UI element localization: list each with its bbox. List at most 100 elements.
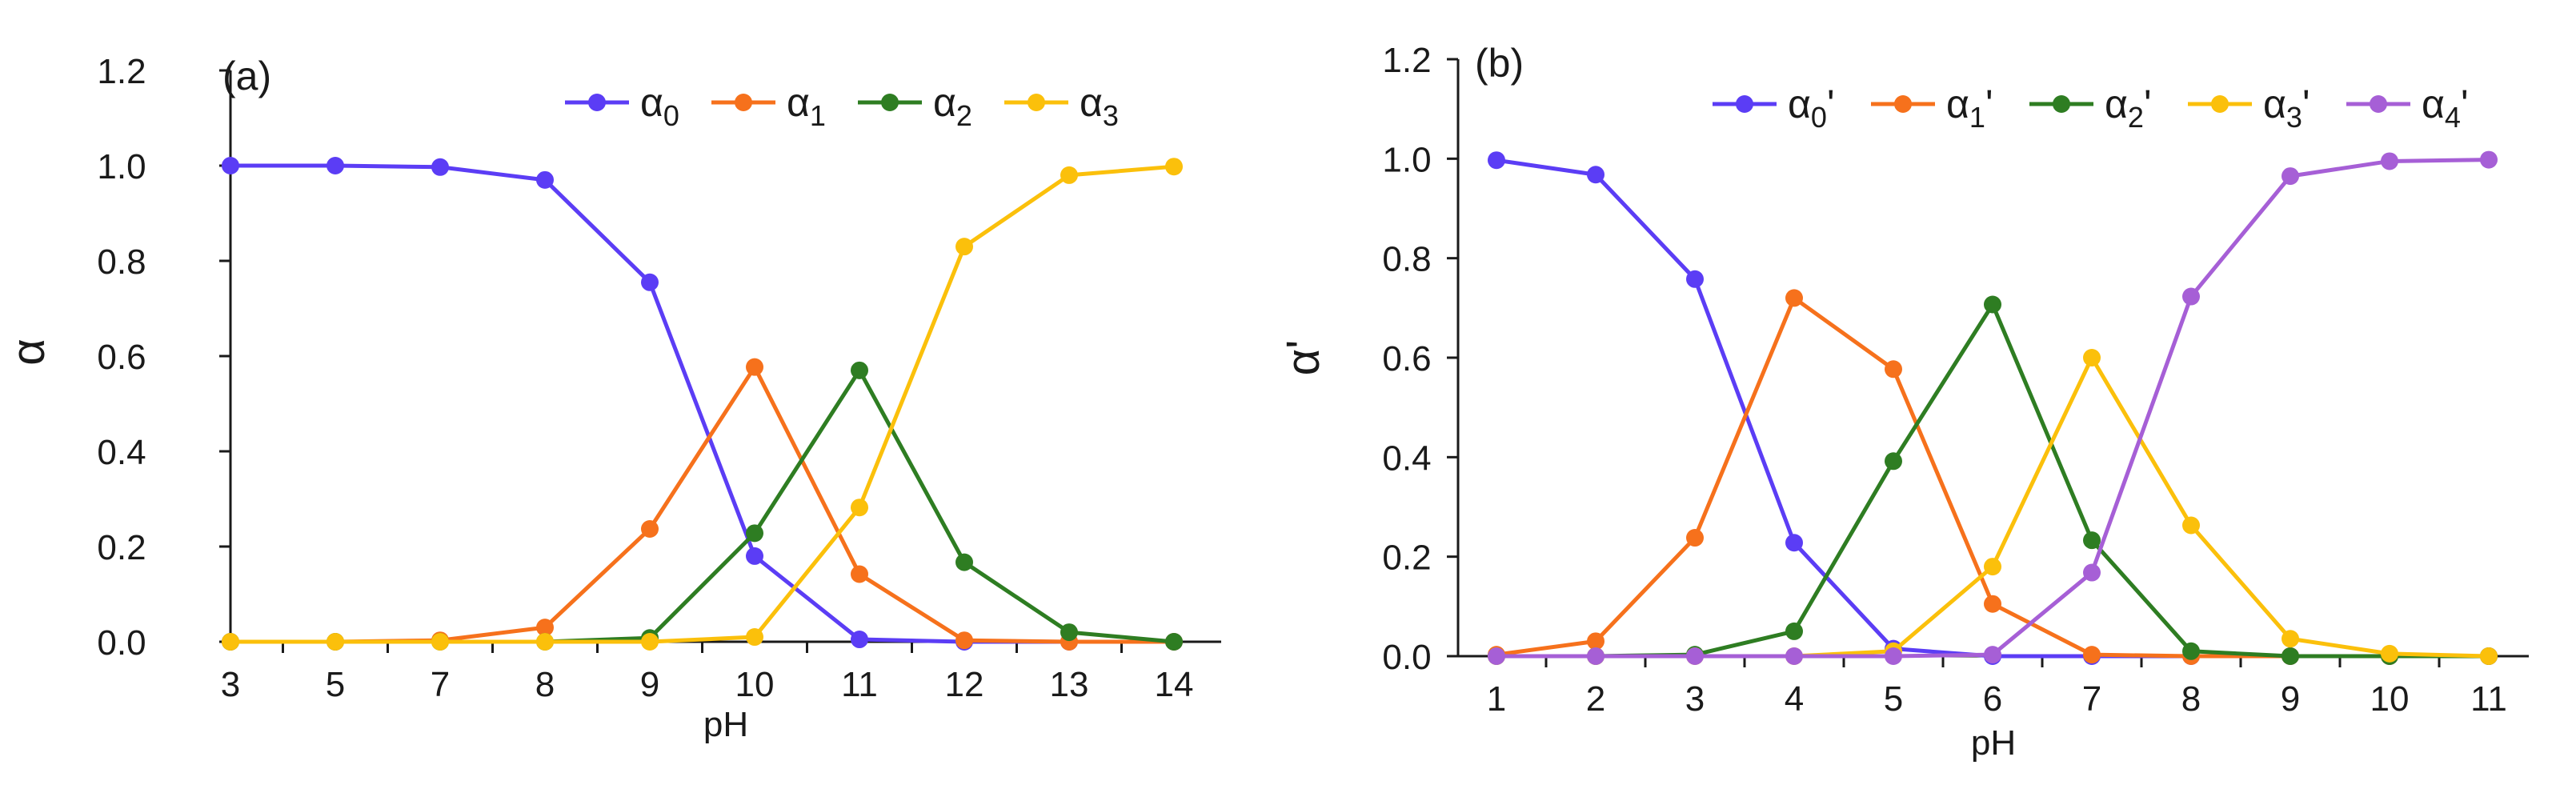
- legend-label: α3: [1080, 80, 1119, 132]
- data-point: [1165, 158, 1183, 176]
- legend-label-subscript: 3: [2286, 101, 2302, 134]
- legend-swatch-marker: [1736, 95, 1753, 113]
- data-point: [2381, 152, 2398, 170]
- data-point: [2182, 287, 2200, 306]
- legend-label-symbol: α: [640, 80, 663, 125]
- data-point: [641, 273, 659, 291]
- data-point: [851, 499, 868, 517]
- data-point: [1686, 270, 1704, 288]
- legend-label: α2': [2105, 82, 2151, 134]
- legend-label: α2: [933, 80, 972, 132]
- legend-swatch-marker: [735, 94, 752, 111]
- x-tick-label: 14: [1155, 665, 1194, 704]
- y-tick-label: 1.2: [1382, 41, 1431, 80]
- legend-label-prime: ': [2302, 82, 2310, 126]
- data-point: [1984, 295, 2001, 314]
- data-point: [327, 157, 344, 174]
- data-point: [1885, 647, 1902, 665]
- series-line: [230, 368, 1175, 644]
- y-tick-label: 1.0: [1382, 140, 1431, 179]
- x-tick-label: 10: [735, 665, 775, 704]
- data-point: [2282, 167, 2299, 186]
- x-tick-label: 13: [1050, 665, 1089, 704]
- panel-label: (b): [1475, 41, 1524, 86]
- data-point: [2083, 646, 2101, 664]
- y-tick-label: 1.2: [97, 52, 146, 91]
- x-tick-label: 7: [431, 665, 450, 704]
- series-line: [1496, 158, 2490, 659]
- series-α2: [222, 361, 1183, 651]
- legend-label: α0': [1788, 82, 1834, 134]
- legend-swatch-marker: [1028, 94, 1045, 111]
- data-point: [2083, 563, 2101, 582]
- legend-label-prime: ': [1827, 82, 1835, 126]
- y-tick-label: 0.0: [1382, 638, 1431, 677]
- y-tick-label: 0.6: [97, 338, 146, 377]
- data-point: [1785, 534, 1803, 552]
- y-tick-label: 0.0: [97, 623, 146, 663]
- data-point: [1488, 647, 1505, 665]
- legend-label-subscript: 1: [1969, 101, 1985, 134]
- y-tick-label: 0.2: [97, 528, 146, 567]
- legend-item: α3': [2188, 82, 2310, 134]
- y-tick-label: 0.4: [97, 433, 146, 472]
- data-point: [2282, 647, 2299, 665]
- legend: α0' α1' α2' α3' α4': [1713, 82, 2468, 134]
- legend-label-symbol: α: [933, 80, 956, 125]
- x-tick-label: 7: [2082, 679, 2101, 719]
- data-point: [536, 619, 554, 637]
- legend-swatch-marker: [2370, 95, 2387, 113]
- legend-swatch-marker: [588, 94, 606, 111]
- legend-label-symbol: α: [1946, 82, 1969, 126]
- series-α3: [222, 158, 1183, 651]
- data-point: [1060, 623, 1078, 642]
- legend-label-subscript: 1: [810, 99, 826, 132]
- legend-item: α0': [1713, 82, 1834, 134]
- data-point: [2480, 647, 2498, 665]
- data-point: [851, 631, 868, 649]
- x-tick-label: 9: [640, 665, 659, 704]
- data-point: [536, 170, 554, 189]
- series-α1': [1488, 289, 2498, 665]
- legend-label-subscript: 2: [956, 99, 972, 132]
- x-tick-label: 11: [841, 665, 878, 704]
- data-point: [955, 631, 973, 650]
- data-point: [2083, 349, 2101, 366]
- data-point: [851, 361, 868, 379]
- chart-panel-b: 0.00.20.40.60.81.01.21 2 3 4 5 6 7 8 9 10 11pHα'(b…: [1277, 41, 2529, 763]
- legend-label: α3': [2263, 82, 2310, 134]
- legend-swatch-marker: [2053, 95, 2070, 113]
- x-tick-label: 3: [1685, 679, 1705, 719]
- x-axis-title: pH: [703, 705, 748, 744]
- legend-label-symbol: α: [1080, 80, 1103, 125]
- legend-label-symbol: α: [1788, 82, 1811, 126]
- legend-item: α2': [2029, 82, 2151, 134]
- legend-swatch-marker: [2211, 95, 2229, 113]
- y-tick-label: 0.6: [1382, 339, 1431, 378]
- legend-label: α1': [1946, 82, 1993, 134]
- data-point: [746, 628, 763, 647]
- data-point: [222, 157, 239, 174]
- data-point: [2182, 516, 2200, 535]
- data-point: [746, 524, 763, 543]
- legend-label-symbol: α: [2263, 82, 2286, 126]
- y-axis-title: α': [1277, 340, 1329, 376]
- data-point: [955, 238, 973, 256]
- data-point: [2083, 531, 2101, 550]
- data-point: [431, 633, 449, 651]
- data-point: [2182, 642, 2200, 660]
- data-point: [746, 358, 763, 376]
- y-tick-label: 1.0: [97, 147, 146, 186]
- data-point: [1984, 558, 2001, 576]
- data-point: [641, 633, 659, 651]
- legend-label-subscript: 4: [2445, 101, 2461, 134]
- data-point: [1885, 452, 1902, 471]
- legend-label-subscript: 0: [1811, 101, 1827, 134]
- legend-item: α3: [1004, 80, 1119, 132]
- legend-item: α2: [858, 80, 972, 132]
- y-tick-label: 0.8: [1382, 240, 1431, 279]
- data-point: [222, 633, 239, 651]
- data-point: [1587, 632, 1604, 651]
- x-tick-label: 11: [2470, 679, 2507, 719]
